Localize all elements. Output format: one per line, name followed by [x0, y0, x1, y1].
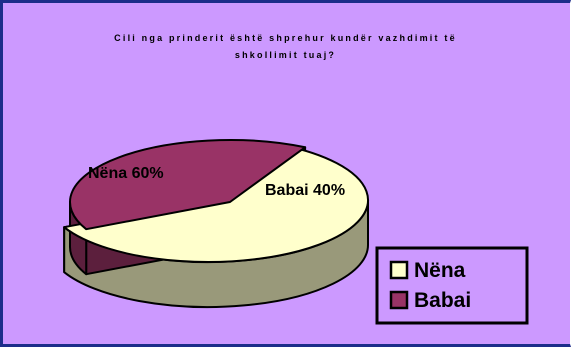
legend-label-nëna: Nëna: [414, 259, 466, 282]
legend-swatch-babai: [389, 290, 409, 310]
chart-title: Cili nga prinderit është shprehur kundër…: [114, 33, 457, 60]
chart-legend: Nëna Babai: [375, 246, 529, 325]
legend-box: [375, 246, 529, 325]
legend-label-babai: Babai: [414, 289, 471, 312]
legend-swatch-nëna: [389, 260, 409, 280]
data-label-nëna: Nëna 60%: [88, 165, 164, 182]
data-label-babai: Babai 40%: [265, 182, 345, 199]
pie-slice-babai[interactable]: [69, 139, 307, 231]
